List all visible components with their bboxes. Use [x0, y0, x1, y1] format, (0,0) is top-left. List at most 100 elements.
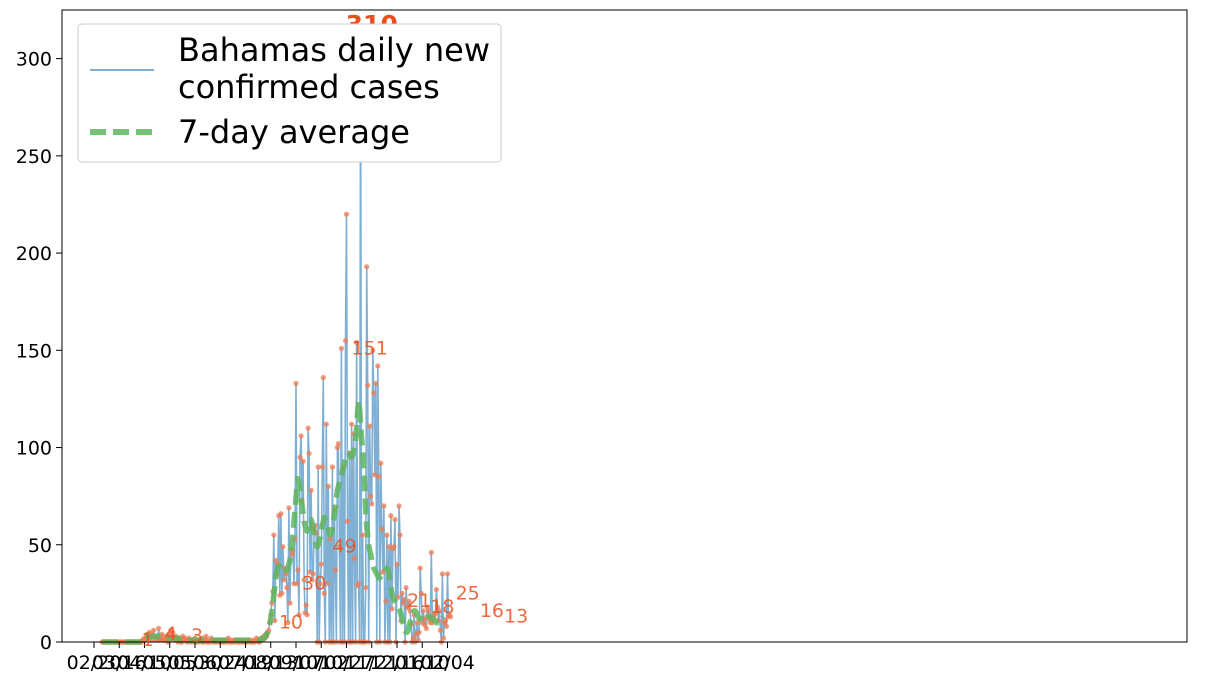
- x-tick-label: 07/19: [218, 652, 273, 674]
- legend-daily-label-line2: confirmed cases: [178, 68, 440, 106]
- daily-point: [391, 544, 397, 550]
- daily-point: [356, 581, 362, 587]
- daily-point: [379, 526, 385, 532]
- daily-point: [271, 532, 277, 538]
- value-annotation: 18: [430, 596, 454, 618]
- daily-point: [304, 612, 310, 618]
- daily-point: [305, 425, 311, 431]
- daily-point: [303, 602, 309, 608]
- daily-point: [443, 623, 450, 630]
- daily-point: [428, 549, 434, 556]
- x-tick-label: 09/07: [269, 652, 324, 674]
- x-tick-label: 04/10: [117, 652, 172, 674]
- value-annotation: 25: [456, 582, 480, 604]
- daily-point: [327, 536, 333, 542]
- daily-point: [394, 561, 400, 567]
- daily-point: [324, 581, 330, 587]
- daily-point: [317, 581, 323, 587]
- daily-point: [447, 614, 454, 620]
- daily-point: [372, 472, 378, 478]
- daily-point: [319, 464, 325, 470]
- daily-point: [434, 604, 440, 610]
- daily-point: [405, 604, 411, 610]
- daily-point: [318, 561, 324, 567]
- value-annotation: 10: [279, 612, 303, 634]
- legend-average-label: 7-day average: [178, 113, 410, 151]
- daily-point: [295, 567, 301, 573]
- daily-point: [400, 600, 406, 606]
- daily-point: [323, 421, 329, 427]
- x-tick-label: 03/16: [92, 652, 147, 674]
- daily-point: [284, 585, 290, 591]
- daily-point: [156, 625, 162, 632]
- daily-point: [380, 569, 386, 575]
- daily-point: [306, 450, 312, 456]
- daily-point: [410, 635, 416, 641]
- daily-point: [286, 505, 292, 511]
- legend: Bahamas daily new confirmed cases 7-day …: [77, 23, 502, 163]
- daily-point: [373, 380, 379, 386]
- x-tick-label: 05/05: [142, 652, 197, 674]
- daily-point: [418, 590, 424, 597]
- x-tick-label: 12/16: [370, 652, 425, 674]
- daily-point: [315, 464, 321, 470]
- daily-point: [432, 610, 438, 616]
- daily-point: [399, 590, 405, 597]
- daily-point: [417, 565, 423, 571]
- daily-point: [335, 441, 341, 447]
- y-tick-label: 150: [16, 340, 52, 362]
- daily-point: [403, 585, 409, 591]
- axes: 0 50 100 150 200 250 300 02/2003/1604/1005/0505…: [16, 9, 1188, 674]
- x-tick-label: 08/13: [243, 652, 298, 674]
- value-annotation: 16: [480, 600, 504, 622]
- daily-point: [279, 590, 285, 597]
- daily-point: [364, 264, 370, 270]
- series-average-line: [100, 398, 446, 645]
- daily-point: [378, 460, 384, 466]
- legend-box: [77, 23, 502, 163]
- daily-point: [369, 501, 375, 507]
- value-annotation: 3: [191, 625, 203, 647]
- daily-point: [442, 618, 449, 624]
- daily-point: [285, 620, 291, 626]
- daily-point: [280, 544, 286, 550]
- daily-point: [423, 625, 429, 632]
- daily-point: [272, 618, 278, 624]
- daily-point: [310, 571, 316, 577]
- daily-point: [334, 444, 340, 451]
- daily-point: [363, 585, 369, 591]
- daily-point: [425, 608, 431, 614]
- daily-point: [371, 390, 377, 396]
- daily-point: [293, 380, 299, 386]
- daily-point: [278, 511, 284, 517]
- daily-point: [368, 493, 374, 499]
- daily-point: [388, 513, 394, 519]
- daily-point: [375, 363, 381, 369]
- daily-point: [360, 532, 366, 538]
- daily-point: [287, 600, 293, 606]
- daily-point: [329, 464, 335, 470]
- y-tick-label: 0: [40, 632, 52, 654]
- daily-point: [436, 608, 442, 614]
- daily-point: [397, 532, 403, 538]
- y-tick-label: 200: [16, 243, 52, 265]
- value-annotation: 13: [504, 606, 528, 628]
- daily-point: [281, 577, 287, 583]
- daily-point: [352, 555, 358, 562]
- daily-point: [381, 503, 387, 509]
- daily-point: [433, 586, 439, 593]
- daily-point: [203, 633, 209, 639]
- value-annotation: 151: [352, 337, 388, 359]
- y-tick-label: 50: [28, 535, 52, 557]
- plot-frame: [61, 9, 1188, 643]
- daily-point: [367, 423, 373, 429]
- y-tick-label: 300: [16, 49, 52, 71]
- daily-point: [354, 339, 360, 346]
- daily-point: [301, 577, 307, 583]
- daily-point: [437, 627, 443, 633]
- daily-point: [298, 433, 304, 439]
- daily-point: [440, 635, 447, 641]
- daily-point: [343, 211, 350, 217]
- daily-point: [386, 544, 392, 550]
- daily-point: [370, 347, 376, 353]
